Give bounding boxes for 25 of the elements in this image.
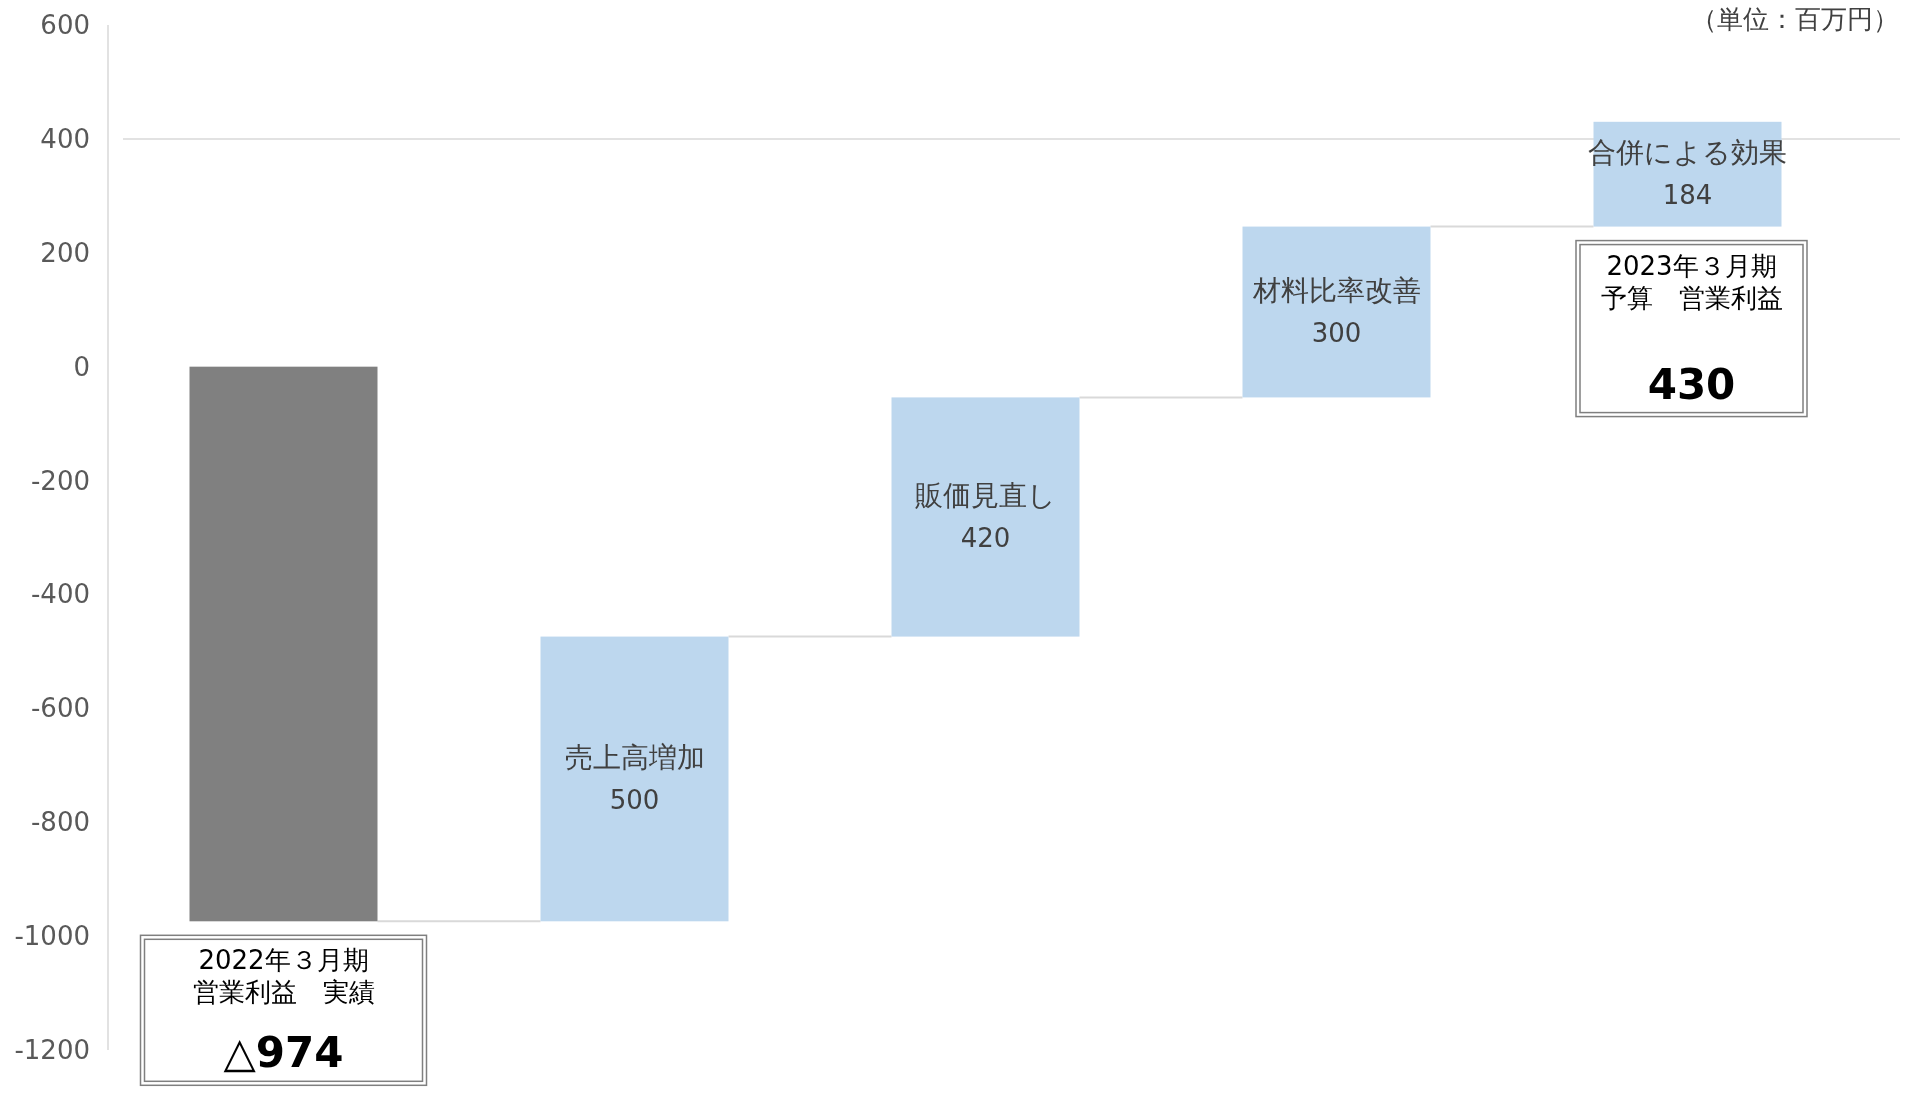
annotation: △974 (223, 1028, 344, 1078)
annotation: 2023年３月期 (1606, 250, 1777, 281)
annotation: 予算 営業利益 (1600, 282, 1783, 313)
x-tick-label: 売上高増加 (564, 740, 705, 774)
y-tick-label: -1200 (14, 1035, 90, 1065)
data-label: 184 (1662, 180, 1713, 211)
y-tick-label: 400 (40, 123, 90, 154)
x-tick-label: 材料比率改善 (1251, 274, 1421, 307)
data-label: 420 (960, 523, 1011, 553)
y-tick-label: -200 (30, 465, 90, 496)
annotation: 430 (1647, 359, 1736, 409)
y-tick-label: -600 (30, 693, 90, 724)
annotation: 2022年３月期 (198, 945, 369, 976)
y-tick-label: -1000 (14, 921, 90, 952)
annotation: （単位：百万円） (1691, 4, 1899, 34)
y-tick-label: 600 (40, 10, 90, 40)
x-tick-label: 合併による効果 (1588, 136, 1787, 170)
data-label: 300 (1311, 318, 1362, 348)
data-label: 500 (609, 784, 660, 815)
x-tick-label: 販価見直し (915, 479, 1056, 512)
y-tick-label: -800 (30, 807, 90, 838)
annotation: 営業利益 実績 (192, 977, 375, 1008)
y-tick-label: -400 (30, 579, 90, 610)
y-tick-label: 200 (40, 237, 90, 268)
y-tick-label: 0 (73, 351, 90, 382)
